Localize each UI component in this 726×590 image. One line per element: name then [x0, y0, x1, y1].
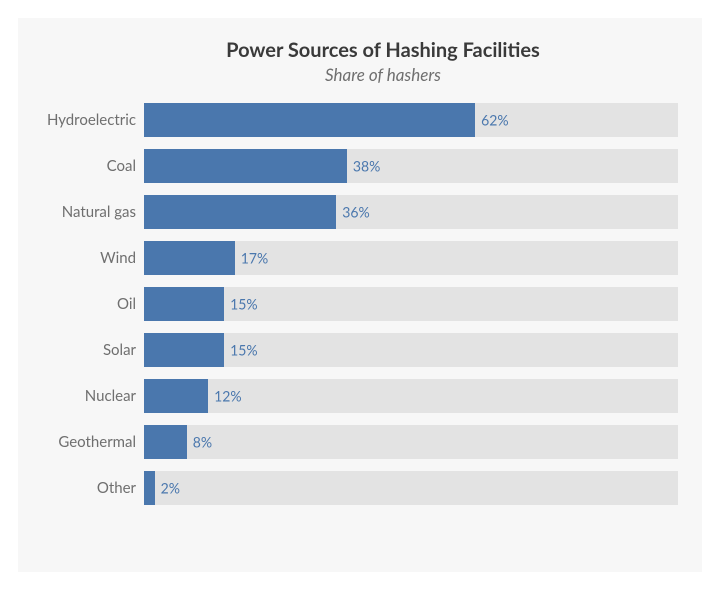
- bar-track: 36%: [144, 195, 678, 229]
- bar-row: Wind 17%: [28, 241, 678, 275]
- category-label: Coal: [28, 157, 144, 175]
- bar-row: Hydroelectric 62%: [28, 103, 678, 137]
- category-label: Geothermal: [28, 433, 144, 451]
- bar-fill: [144, 241, 235, 275]
- value-label: 36%: [342, 204, 369, 221]
- chart-panel: Power Sources of Hashing Facilities Shar…: [18, 18, 702, 572]
- bar-row: Other 2%: [28, 471, 678, 505]
- value-label: 62%: [481, 112, 508, 129]
- bar-fill: [144, 379, 208, 413]
- bar-track: 62%: [144, 103, 678, 137]
- bar-track: 2%: [144, 471, 678, 505]
- bar-fill: [144, 425, 187, 459]
- category-label: Oil: [28, 295, 144, 313]
- bar-fill: [144, 195, 336, 229]
- category-label: Other: [28, 479, 144, 497]
- bar-fill: [144, 103, 475, 137]
- bar-fill: [144, 287, 224, 321]
- category-label: Hydroelectric: [28, 111, 144, 129]
- value-label: 15%: [230, 296, 257, 313]
- bar-row: Nuclear 12%: [28, 379, 678, 413]
- category-label: Natural gas: [28, 203, 144, 221]
- bar-track: 15%: [144, 333, 678, 367]
- bar-row: Natural gas 36%: [28, 195, 678, 229]
- bar-row: Coal 38%: [28, 149, 678, 183]
- bar-fill: [144, 149, 347, 183]
- value-label: 15%: [230, 342, 257, 359]
- value-label: 12%: [214, 388, 241, 405]
- title-block: Power Sources of Hashing Facilities Shar…: [28, 38, 678, 85]
- bar-track: 17%: [144, 241, 678, 275]
- bar-track: 38%: [144, 149, 678, 183]
- category-label: Nuclear: [28, 387, 144, 405]
- chart-rows: Hydroelectric 62% Coal 38% Natural gas 36% Win…: [28, 103, 678, 505]
- chart-title: Power Sources of Hashing Facilities: [88, 38, 678, 62]
- bar-row: Solar 15%: [28, 333, 678, 367]
- bar-fill: [144, 333, 224, 367]
- bar-row: Oil 15%: [28, 287, 678, 321]
- bar-track: 15%: [144, 287, 678, 321]
- value-label: 2%: [161, 480, 180, 497]
- category-label: Solar: [28, 341, 144, 359]
- bar-fill: [144, 471, 155, 505]
- value-label: 38%: [353, 158, 380, 175]
- category-label: Wind: [28, 249, 144, 267]
- bar-track: 12%: [144, 379, 678, 413]
- bar-row: Geothermal 8%: [28, 425, 678, 459]
- value-label: 17%: [241, 250, 268, 267]
- chart-subtitle: Share of hashers: [88, 64, 678, 85]
- value-label: 8%: [193, 434, 212, 451]
- bar-track: 8%: [144, 425, 678, 459]
